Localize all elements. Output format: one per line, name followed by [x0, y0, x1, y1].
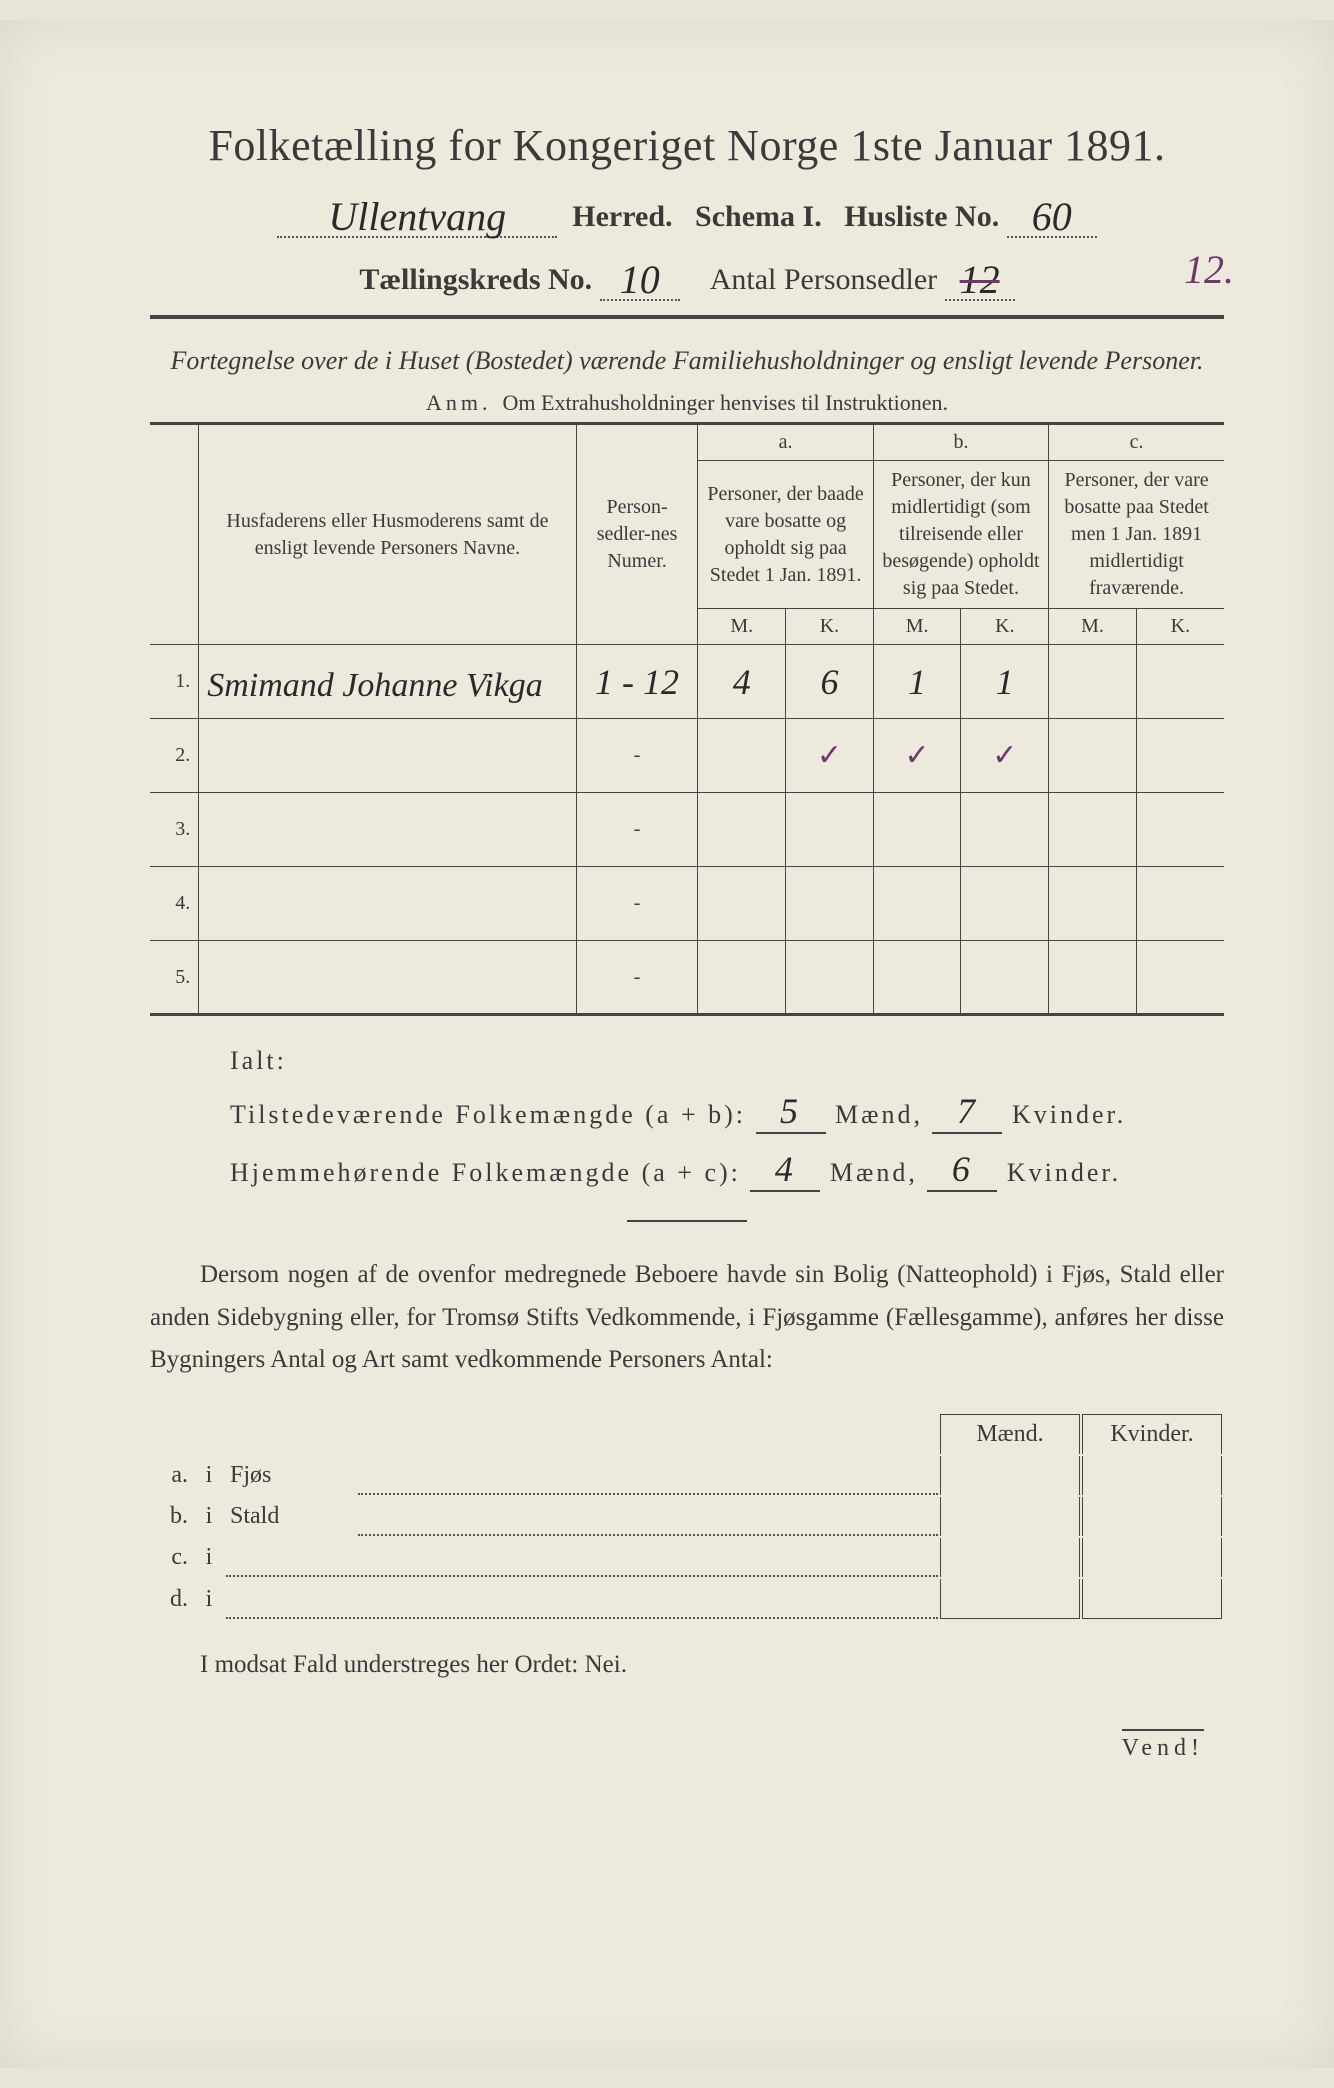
vend-label: Vend! — [1122, 1729, 1204, 1762]
header-line-2: Tællingskreds No. 10 Antal Personsedler … — [150, 252, 1224, 301]
b-k: K. — [961, 609, 1049, 645]
building-row: a. i Fjøs — [152, 1456, 1222, 1495]
husliste-label: Husliste No. — [844, 200, 999, 233]
table-row: 1. Smimand Johanne Vikga 1 - 12 4 6 1 1 — [150, 645, 1224, 719]
building-row: b. i Stald — [152, 1497, 1222, 1536]
table-row: 3. - — [150, 793, 1224, 867]
c-k: K. — [1136, 609, 1224, 645]
antal-label: Antal Personsedler — [710, 263, 937, 296]
census-form-page: Folketælling for Kongeriget Norge 1ste J… — [0, 20, 1334, 2068]
col-b-desc: Personer, der kun midlertidigt (som tilr… — [873, 461, 1048, 609]
antal-correction: 12. — [1184, 246, 1234, 293]
husliste-value: 60 — [1032, 194, 1072, 239]
rule-2 — [627, 1220, 747, 1222]
rule-1 — [150, 315, 1224, 319]
building-paragraph: Dersom nogen af de ovenfor medregnede Be… — [150, 1254, 1224, 1382]
anm-label: Anm. — [426, 390, 492, 415]
subtitle: Fortegnelse over de i Huset (Bostedet) v… — [150, 341, 1224, 380]
table-row: 4. - — [150, 867, 1224, 941]
a-k: K. — [786, 609, 874, 645]
col-names: Husfaderens eller Husmoderens samt de en… — [199, 424, 576, 645]
building-table: Mænd. Kvinder. a. i Fjøs b. i Stald c. i… — [150, 1412, 1224, 1621]
kvinder-head: Kvinder. — [1082, 1414, 1222, 1454]
col-b-label: b. — [873, 424, 1048, 461]
col-a-desc: Personer, der baade vare bosatte og opho… — [698, 461, 873, 609]
b-m: M. — [873, 609, 961, 645]
herred-label: Herred. — [572, 200, 672, 233]
kreds-label: Tællingskreds No. — [359, 263, 592, 296]
nei-line: I modsat Fald understreges her Ordet: Ne… — [150, 1651, 1224, 1679]
maend-head: Mænd. — [940, 1414, 1080, 1454]
col-c-label: c. — [1049, 424, 1224, 461]
col-a-label: a. — [698, 424, 873, 461]
col-numer: Person-sedler-nes Numer. — [576, 424, 698, 645]
anm-text: Om Extrahusholdninger henvises til Instr… — [503, 390, 948, 415]
sum-line-2: Hjemmehørende Folkemængde (a + c): 4 Mæn… — [230, 1148, 1224, 1192]
sum-line-1: Tilstedeværende Folkemængde (a + b): 5 M… — [230, 1090, 1224, 1134]
c-m: M. — [1049, 609, 1137, 645]
census-table: Husfaderens eller Husmoderens samt de en… — [150, 422, 1224, 1016]
anm-line: Anm. Om Extrahusholdninger henvises til … — [150, 390, 1224, 416]
a-m: M. — [698, 609, 786, 645]
col-c-desc: Personer, der vare bosatte paa Stedet me… — [1049, 461, 1224, 609]
antal-struck: 12 — [960, 257, 1000, 302]
building-row: d. i — [152, 1579, 1222, 1619]
herred-value: Ullentvang — [328, 194, 506, 239]
table-row: 2. - ✓ ✓ ✓ — [150, 719, 1224, 793]
kreds-value: 10 — [620, 257, 660, 302]
totals-block: Ialt: Tilstedeværende Folkemængde (a + b… — [230, 1046, 1224, 1192]
header-line-1: Ullentvang Herred. Schema I. Husliste No… — [150, 189, 1224, 238]
page-title: Folketælling for Kongeriget Norge 1ste J… — [150, 120, 1224, 171]
building-row: c. i — [152, 1538, 1222, 1577]
ialt-label: Ialt: — [230, 1046, 1224, 1076]
schema-label: Schema I. — [695, 200, 822, 233]
table-row: 5. - — [150, 941, 1224, 1015]
